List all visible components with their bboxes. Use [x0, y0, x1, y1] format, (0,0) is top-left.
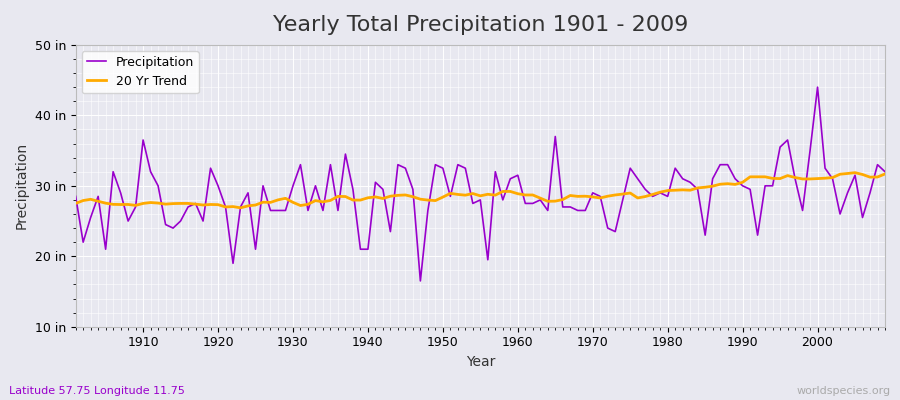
20 Yr Trend — [610, 192, 621, 197]
Precipitation — [512, 173, 523, 178]
Precipitation — [295, 162, 306, 167]
Line: Precipitation: Precipitation — [76, 87, 885, 281]
Precipitation — [70, 194, 81, 199]
20 Yr Trend — [70, 201, 81, 206]
20 Yr Trend — [520, 192, 531, 197]
20 Yr Trend — [347, 198, 358, 202]
20 Yr Trend — [850, 170, 860, 175]
Precipitation — [520, 201, 531, 206]
Y-axis label: Precipitation: Precipitation — [15, 142, 29, 229]
20 Yr Trend — [130, 203, 141, 208]
20 Yr Trend — [235, 206, 246, 210]
Precipitation — [340, 152, 351, 156]
Precipitation — [879, 169, 890, 174]
Line: 20 Yr Trend: 20 Yr Trend — [76, 173, 885, 208]
Precipitation — [610, 229, 621, 234]
Precipitation — [130, 204, 141, 209]
Title: Yearly Total Precipitation 1901 - 2009: Yearly Total Precipitation 1901 - 2009 — [273, 15, 688, 35]
X-axis label: Year: Year — [465, 355, 495, 369]
20 Yr Trend — [302, 202, 313, 207]
Precipitation — [812, 85, 823, 90]
Text: Latitude 57.75 Longitude 11.75: Latitude 57.75 Longitude 11.75 — [9, 386, 184, 396]
Text: worldspecies.org: worldspecies.org — [796, 386, 891, 396]
Legend: Precipitation, 20 Yr Trend: Precipitation, 20 Yr Trend — [82, 51, 199, 93]
20 Yr Trend — [879, 172, 890, 176]
20 Yr Trend — [512, 191, 523, 196]
Precipitation — [415, 278, 426, 283]
